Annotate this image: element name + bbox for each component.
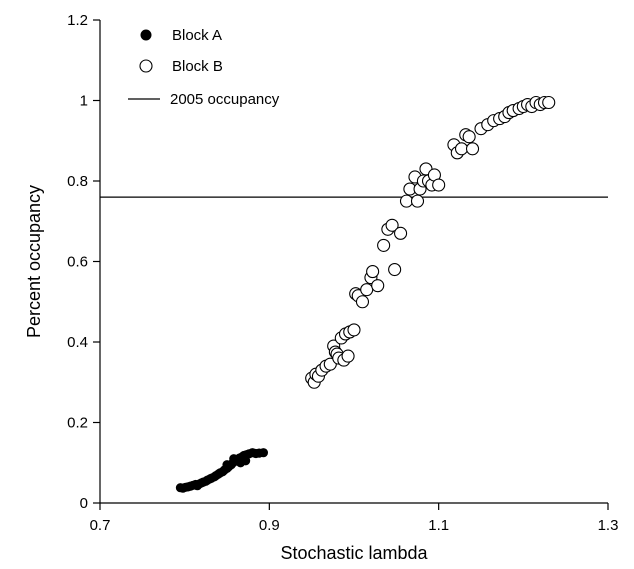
legend: Block A Block B 2005 occupancy [128,27,280,108]
x-axis-title: Stochastic lambda [280,543,428,563]
block-b-point [360,283,374,297]
block-b-point [385,218,399,232]
x-tick-label: 0.9 [259,517,280,534]
block-b-point [394,226,408,240]
legend-label: Block B [172,58,223,75]
block-b-point [432,178,446,192]
block-b-point [341,349,355,363]
block-b-point [388,262,402,277]
y-tick-label: 0.4 [67,334,88,351]
y-tick-label: 0.8 [67,173,88,190]
legend-label: Block A [172,27,222,44]
y-tick-label: 0.2 [67,415,88,432]
block-b-point [377,238,391,252]
ticks: 0 0.2 0.4 0.6 0.8 1 1.2 0.7 0.9 1.1 1.3 [67,12,618,534]
y-tick-label: 1 [80,93,88,110]
block-a-point [229,454,239,464]
legend-label: 2005 occupancy [170,91,280,108]
block-a-point [222,460,232,470]
block-b-point [347,323,361,337]
block-b-point [355,295,370,309]
block-a-point [241,456,251,466]
y-tick-label: 1.2 [67,12,88,29]
x-tick-label: 1.1 [428,517,449,534]
y-tick-label: 0 [80,495,88,512]
data-points [175,95,556,493]
block-b-point [465,142,480,156]
block-b-point [410,194,425,208]
y-axis-title: Percent occupancy [24,185,44,338]
block-b-point [366,265,380,279]
block-b-point [399,194,414,208]
block-b-point [462,130,476,144]
block-b-point [371,279,385,293]
x-tick-label: 1.3 [598,517,619,534]
legend-open-marker [139,59,153,73]
x-tick-label: 0.7 [90,517,111,534]
block-a-point [258,448,269,458]
block-b-point [542,95,556,110]
y-tick-label: 0.6 [67,254,88,271]
block-b-point [454,142,469,156]
legend-filled-marker [140,29,152,41]
